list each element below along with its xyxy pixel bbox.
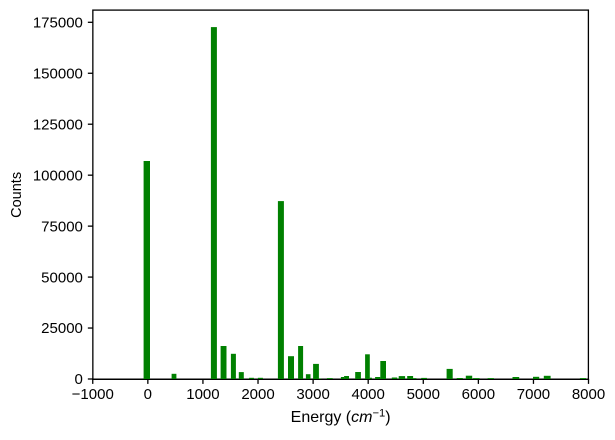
svg-text:5000: 5000 bbox=[407, 386, 440, 403]
svg-text:2000: 2000 bbox=[241, 386, 274, 403]
svg-text:150000: 150000 bbox=[33, 66, 83, 83]
svg-text:Counts: Counts bbox=[9, 172, 25, 218]
svg-text:8000: 8000 bbox=[572, 386, 605, 403]
svg-text:125000: 125000 bbox=[33, 116, 83, 133]
svg-text:6000: 6000 bbox=[462, 386, 495, 403]
svg-text:7000: 7000 bbox=[517, 386, 550, 403]
svg-text:75000: 75000 bbox=[41, 218, 83, 235]
svg-text:25000: 25000 bbox=[41, 320, 83, 337]
svg-text:−1000: −1000 bbox=[72, 386, 114, 403]
svg-text:175000: 175000 bbox=[33, 15, 83, 32]
svg-text:Energy (cm−1): Energy (cm−1) bbox=[291, 407, 391, 426]
svg-text:50000: 50000 bbox=[41, 269, 83, 286]
svg-text:3000: 3000 bbox=[296, 386, 329, 403]
svg-text:0: 0 bbox=[75, 371, 83, 388]
svg-text:1000: 1000 bbox=[186, 386, 219, 403]
svg-text:100000: 100000 bbox=[33, 167, 83, 184]
svg-text:0: 0 bbox=[144, 386, 152, 403]
svg-text:4000: 4000 bbox=[352, 386, 385, 403]
